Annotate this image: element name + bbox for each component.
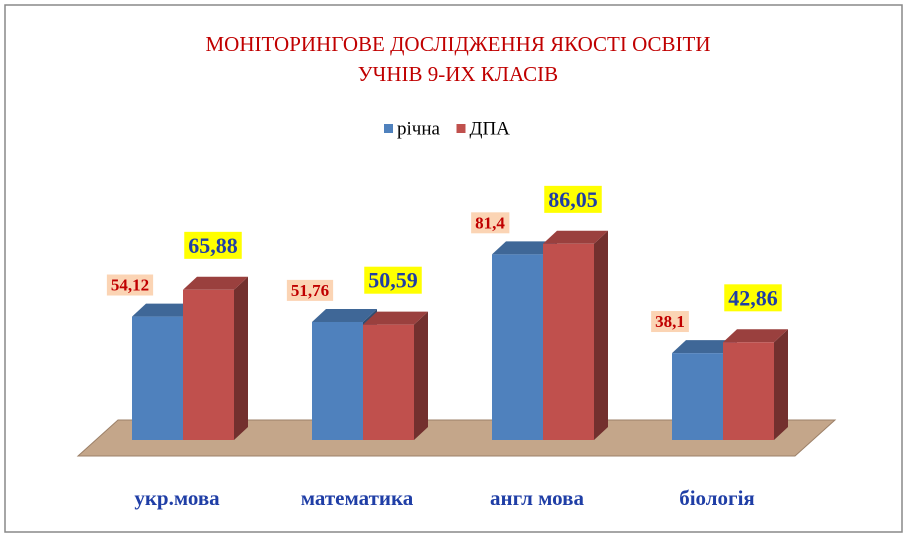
bar-top — [312, 308, 377, 322]
value-label: 50,59 — [368, 268, 418, 293]
bar-side — [594, 230, 608, 440]
value-label-box — [364, 266, 422, 294]
bar — [183, 289, 234, 440]
bar-top — [543, 230, 608, 244]
value-label: 86,05 — [548, 187, 598, 212]
floor — [76, 419, 837, 457]
bar-side — [414, 311, 428, 440]
bar-top — [723, 329, 788, 343]
x-tick-label: математика — [301, 486, 414, 510]
bar — [723, 342, 774, 440]
value-label: 54,12 — [111, 276, 149, 295]
legend-label: ДПА — [470, 118, 511, 139]
chart-title: МОНІТОРИНГОВЕ ДОСЛІДЖЕННЯ ЯКОСТІ ОСВІТИ — [205, 32, 710, 56]
bar-top — [363, 311, 428, 325]
bar-top — [132, 303, 197, 317]
bar-top — [672, 340, 737, 354]
bar — [672, 353, 723, 440]
value-label-box — [471, 212, 510, 234]
bar — [543, 243, 594, 440]
bar-side — [774, 329, 788, 440]
value-label: 65,88 — [188, 233, 238, 258]
bar — [312, 321, 363, 440]
x-tick-label: укр.мова — [134, 486, 220, 510]
value-label-box — [724, 284, 782, 312]
value-label-box — [651, 311, 689, 333]
bar-side — [234, 276, 248, 440]
legend-swatch — [384, 124, 393, 133]
bar — [132, 316, 183, 440]
x-tick-label: біологія — [679, 486, 755, 510]
value-label-box — [106, 274, 154, 296]
value-label-box — [184, 231, 242, 259]
bar-top — [183, 276, 248, 290]
legend-label: річна — [397, 118, 441, 139]
bar — [363, 324, 414, 440]
chart-subtitle: УЧНІВ 9-ИХ КЛАСІВ — [358, 62, 558, 86]
legend-swatch — [456, 124, 466, 133]
bar-top — [492, 241, 557, 255]
x-tick-label: англ мова — [490, 486, 584, 510]
value-label-box — [286, 279, 334, 301]
value-label: 51,76 — [291, 281, 329, 300]
value-label-box — [544, 185, 602, 213]
value-label: 42,86 — [728, 285, 778, 310]
bar — [492, 254, 543, 440]
value-label: 81,4 — [475, 213, 505, 232]
value-label: 38,1 — [655, 312, 685, 331]
